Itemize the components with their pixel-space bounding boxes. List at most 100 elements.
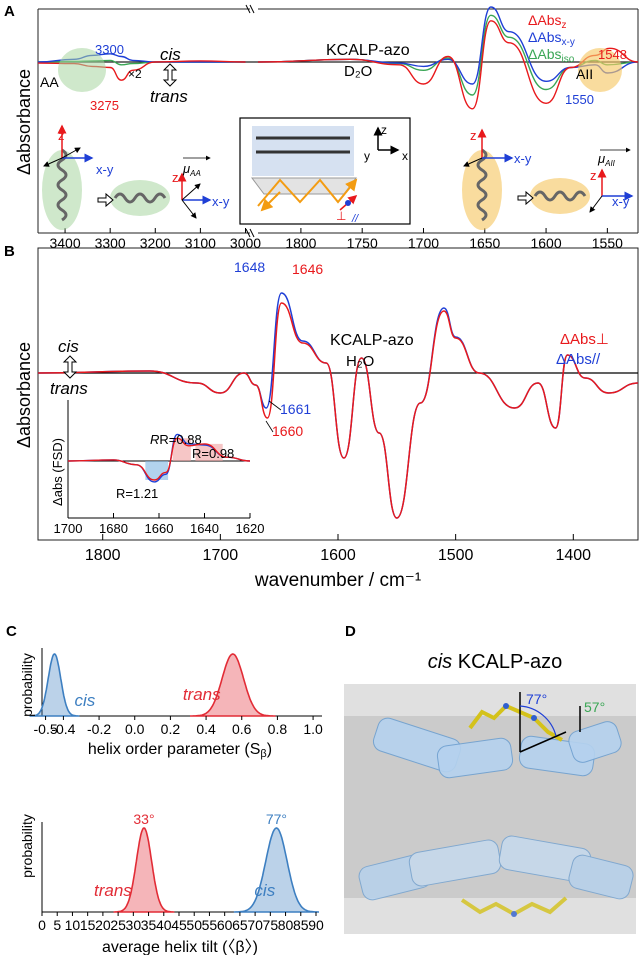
c-tick-label: 90 [308, 917, 324, 933]
svg-text:x: x [402, 149, 408, 163]
a-tick-label: 3200 [140, 235, 171, 251]
panel-b-title: KCALP-azo [330, 332, 414, 349]
c-bot-ylabel: probability [19, 814, 35, 878]
cis-peptide-upper: 77° 57° [372, 691, 622, 779]
c-tick-label: 50 [186, 917, 202, 933]
c-tick-label: 1.0 [303, 721, 323, 737]
panel-c-top-plot: cis trans -0.5-0.4 -0.2 0.0 0.2 0.4 0.6 0.8 1.0 [29, 648, 323, 737]
a-tick-label: 3000 [230, 235, 261, 251]
svg-text:x-y: x-y [612, 194, 630, 209]
svg-text:μAA: μAA [182, 161, 201, 178]
a-tick-label: 3300 [95, 235, 126, 251]
svg-text:y: y [364, 149, 370, 163]
panel-b-xlabel: wavenumber / cm⁻¹ [254, 570, 421, 591]
a-tick-label: 1700 [408, 235, 439, 251]
svg-text:Δabs (FSD): Δabs (FSD) [50, 438, 65, 506]
svg-text://: // [351, 213, 359, 225]
a-tick-label: 1550 [592, 235, 623, 251]
panel-d: D cis KCALP-azo 77° 57° [344, 623, 636, 934]
c-tick-label: 55 [202, 917, 218, 933]
panel-b: B Δabsorbance wavenumber / cm⁻¹ 1800 1700… [4, 243, 639, 591]
inset-tick-label: 1640 [190, 521, 219, 536]
c-tick-label: 40 [156, 917, 172, 933]
c-tick-label: 75 [263, 917, 279, 933]
cis-trans-arrow-icon [162, 63, 178, 87]
svg-text:z: z [58, 128, 65, 143]
svg-text:ΔAbsiso: ΔAbsiso [528, 46, 575, 65]
helix-horizontal-icon [113, 192, 167, 204]
svg-text:x-y: x-y [514, 151, 532, 166]
svg-text:ΔAbsz: ΔAbsz [528, 12, 566, 31]
dist-peak-trans: 33° [133, 811, 154, 827]
panel-a-x-ticks: 3400 3300 3200 3100 3000 1800 1750 1700 1650 1600… [49, 228, 623, 251]
panel-a-title: KCALP-azo [326, 42, 410, 59]
label-1660: 1660 [272, 423, 303, 439]
dist-peak-cis: 77° [266, 811, 287, 827]
panel-b-state-trans: trans [50, 379, 88, 398]
a-tick-label: 3100 [185, 235, 216, 251]
c-tick-label: 10 [65, 917, 81, 933]
a-tick-label: 3400 [49, 235, 80, 251]
dist-label-cis: cis [254, 881, 275, 900]
panel-b-series-0 [37, 302, 639, 519]
c-tick-label: 60 [217, 917, 233, 933]
c-tick-label: -0.2 [87, 721, 111, 737]
angle-57: 57° [584, 699, 605, 715]
panel-a-legend: ΔAbsz ΔAbsx-y ΔAbsiso [528, 12, 575, 65]
label-x2: ×2 [128, 67, 142, 81]
panel-a-state-trans: trans [150, 87, 188, 106]
a-tick-label: 1750 [347, 235, 378, 251]
c-tick-label: 0.0 [125, 721, 145, 737]
c-top-xlabel: helix order parameter (Sβ) [88, 741, 272, 760]
panel-b-legend-par: ΔAbs// [556, 351, 601, 368]
dist-trans [190, 653, 276, 717]
c-tick-label: 0.2 [161, 721, 181, 737]
cis-trans-arrow-icon-b [62, 355, 78, 379]
label-1661: 1661 [280, 401, 311, 417]
panel-c: C cis trans -0.5-0.4 -0.2 0.0 0.2 0.4 0.6 0.8 1.0… [6, 623, 324, 955]
b-tick-label: 1700 [203, 547, 239, 564]
svg-text:ΔAbsx-y: ΔAbsx-y [528, 29, 575, 48]
panel-a: A Δabsorbance 3400 3300 3200 3100 3000 1800 17… [4, 3, 639, 251]
label-r098: R=0.98 [192, 446, 234, 461]
inset-tick-label: 1700 [54, 521, 83, 536]
c-tick-label: 70 [247, 917, 263, 933]
inset-tick-label: 1680 [99, 521, 128, 536]
c-tick-label: 20 [95, 917, 111, 933]
azo-linker-icon [468, 703, 563, 742]
panel-a-solvent: D₂O [344, 63, 372, 80]
svg-text:x-y: x-y [96, 162, 114, 177]
c-tick-label: 85 [293, 917, 309, 933]
dist-label-trans: trans [183, 685, 221, 704]
label-1550: 1550 [565, 92, 594, 107]
axis-break [245, 4, 255, 238]
c-tick-label: 5 [53, 917, 61, 933]
b-tick-label: 1400 [555, 547, 591, 564]
panel-b-x-ticks: 1800 1700 1600 1500 1400 [85, 534, 591, 564]
label-aii: AII [576, 66, 593, 82]
a-tick-label: 1650 [469, 235, 500, 251]
panel-c-letter: C [6, 623, 17, 640]
b-tick-label: 1500 [438, 547, 474, 564]
c-tick-label: 45 [171, 917, 187, 933]
c-tick-label: -0.4 [51, 721, 75, 737]
svg-text:z: z [381, 123, 387, 137]
aa-schematic: z x-y z x-y μAA [42, 124, 230, 230]
panel-b-solvent: H₂O [346, 353, 374, 370]
inset-tick-label: 1660 [145, 521, 174, 536]
dist-label-cis: cis [74, 691, 95, 710]
panel-b-inset: Δabs (FSD) 1700 1680 1660 1640 1620 RR=0.88 … [42, 398, 264, 536]
panel-b-state-cis: cis [58, 337, 79, 356]
c-top-ylabel: probability [19, 653, 35, 717]
panel-b-legend-perp: ΔAbs⊥ [560, 331, 609, 348]
label-1646: 1646 [292, 261, 323, 277]
dist-label-trans: trans [94, 881, 132, 900]
ir-beam-icon [257, 178, 358, 207]
svg-text:z: z [172, 170, 179, 185]
arrow-right-icon [97, 192, 114, 208]
c-tick-label: 0 [38, 917, 46, 933]
inset-series [67, 433, 251, 483]
aa-highlight [58, 48, 106, 92]
panel-d-letter: D [345, 623, 356, 640]
label-aa: AA [40, 74, 59, 90]
